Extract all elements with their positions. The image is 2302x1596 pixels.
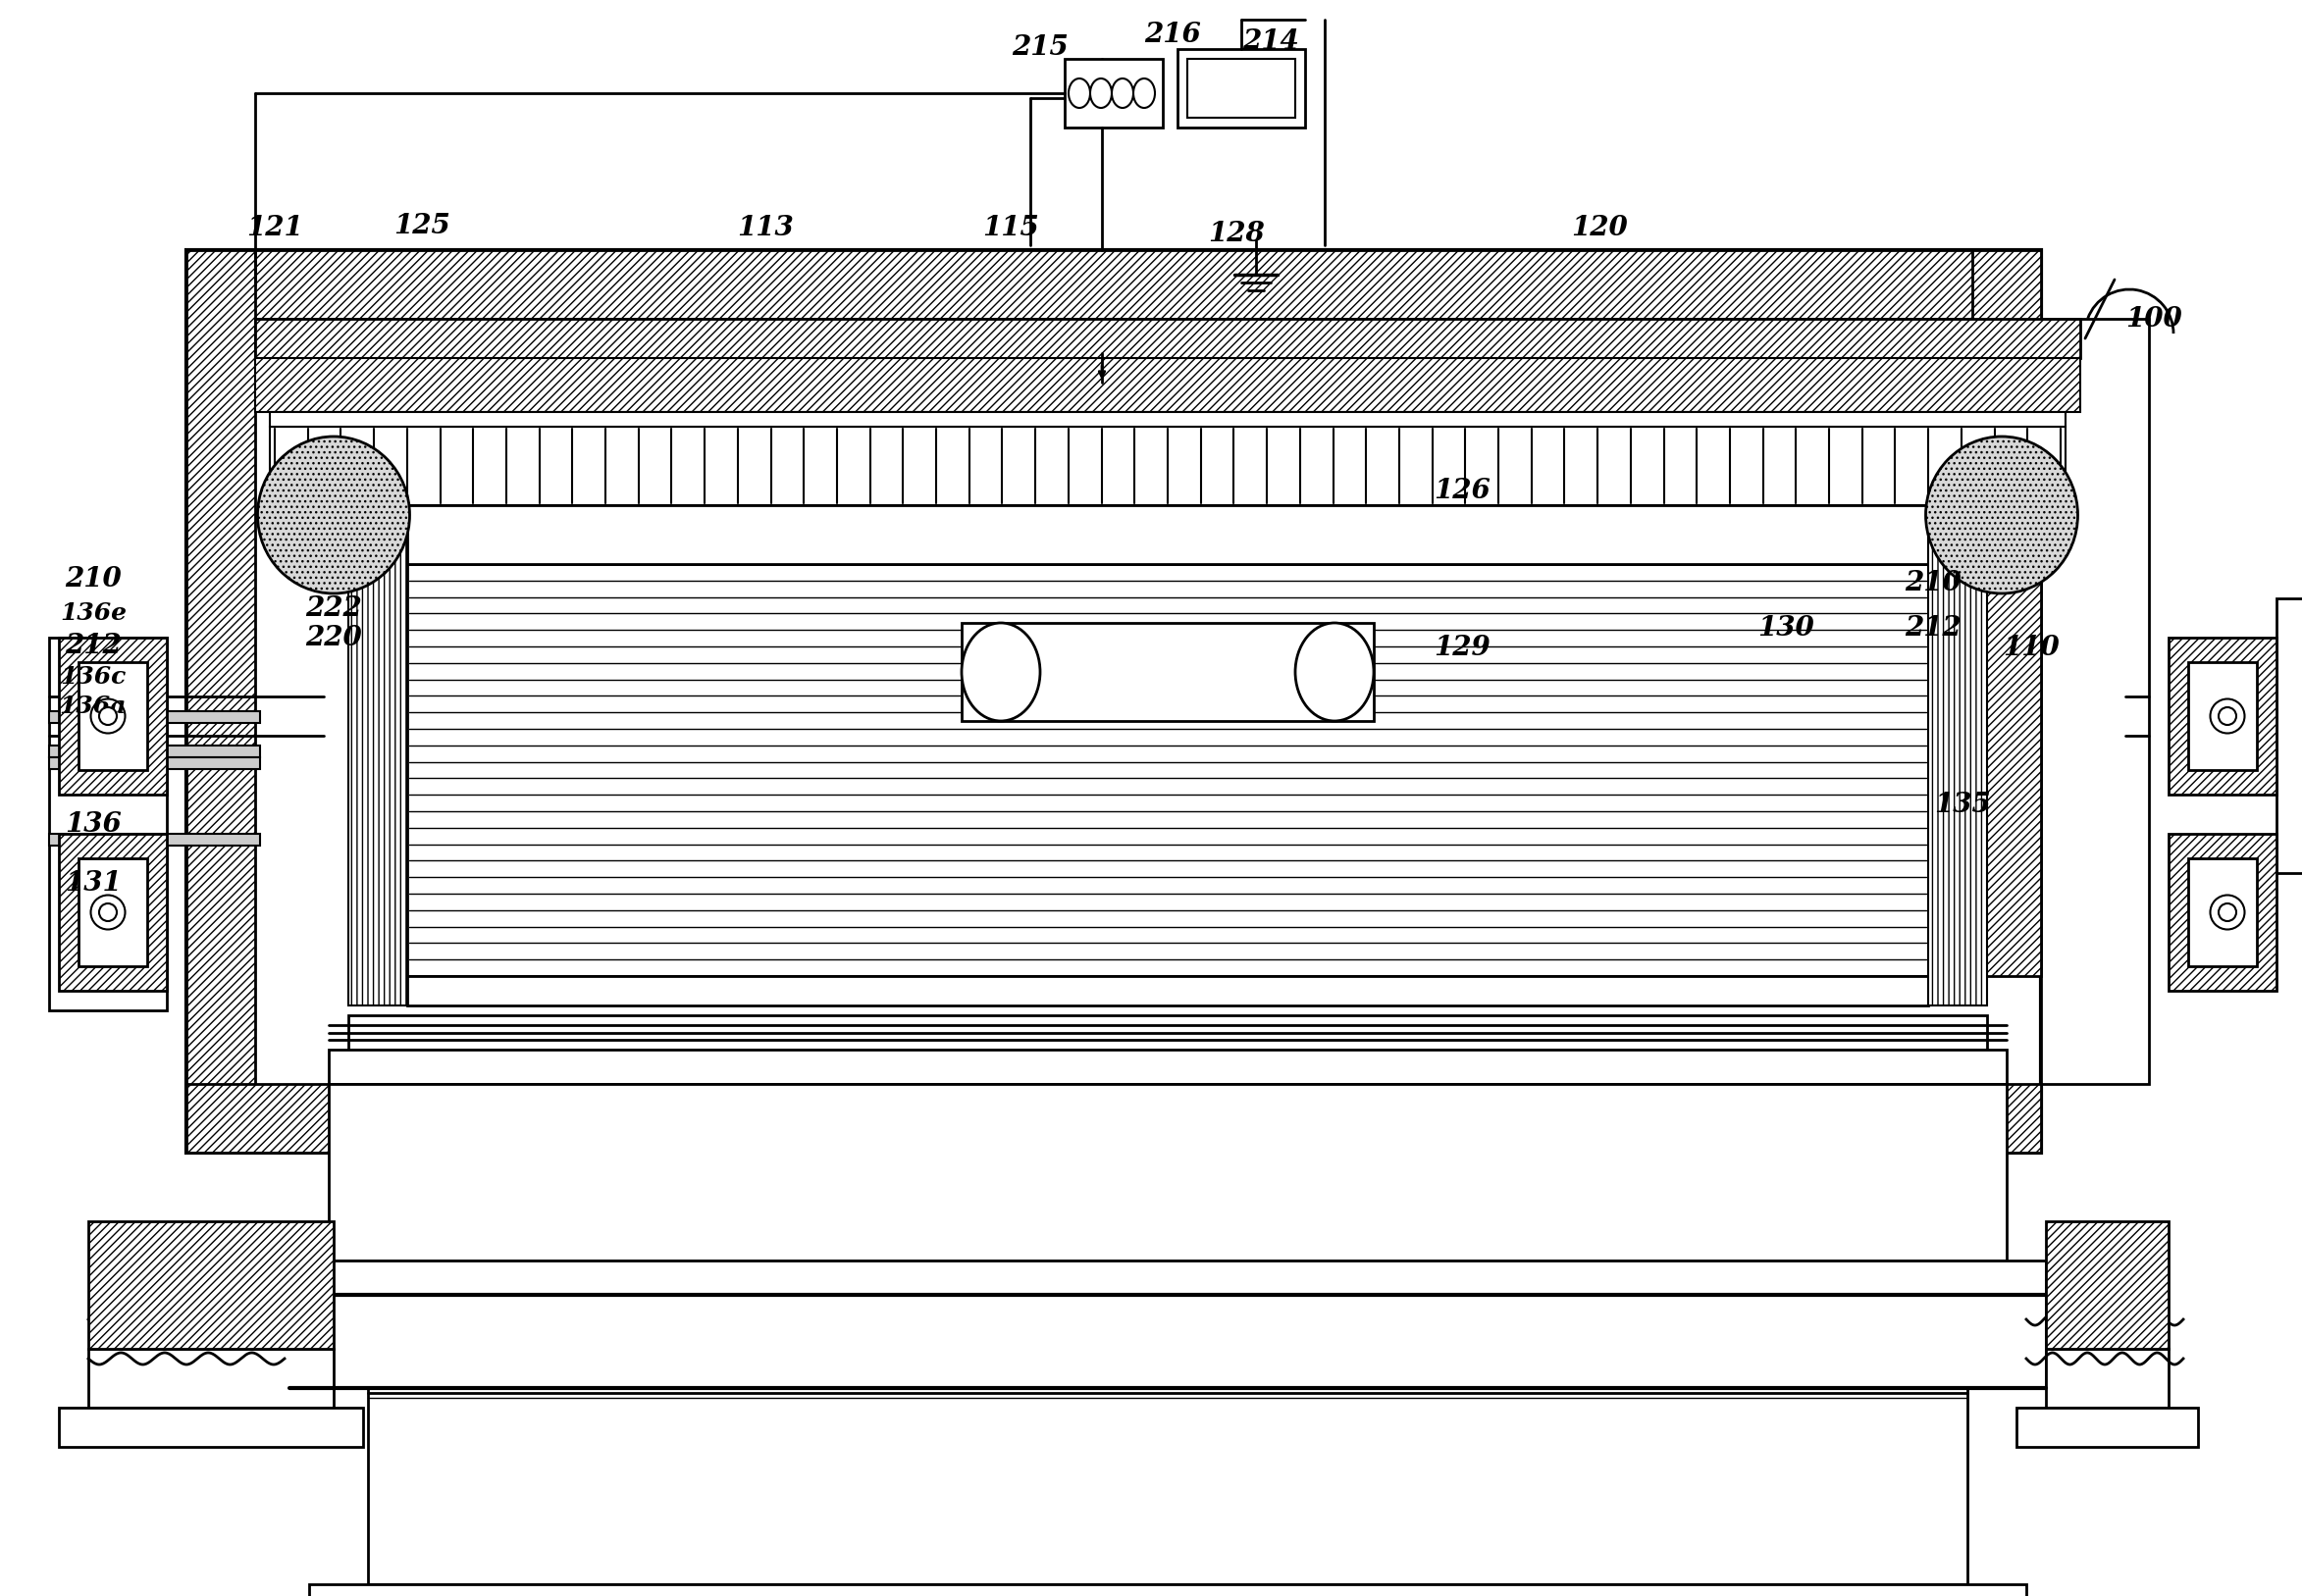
- Bar: [256, 358, 2081, 412]
- Text: 120: 120: [1570, 214, 1628, 241]
- Bar: [87, 1221, 334, 1349]
- Text: 214: 214: [1243, 29, 1298, 54]
- Ellipse shape: [258, 437, 410, 594]
- Bar: [1179, 49, 1305, 128]
- Bar: [2046, 1349, 2168, 1408]
- Text: 136: 136: [64, 811, 122, 838]
- Ellipse shape: [1112, 78, 1133, 109]
- Ellipse shape: [99, 903, 117, 921]
- Text: 212: 212: [64, 632, 122, 659]
- Ellipse shape: [1091, 78, 1112, 109]
- Ellipse shape: [2219, 903, 2235, 921]
- Ellipse shape: [2210, 699, 2244, 733]
- Bar: [407, 506, 1929, 563]
- Bar: [329, 1084, 2007, 1261]
- Bar: [348, 1015, 1987, 1050]
- Ellipse shape: [2210, 895, 2244, 929]
- Bar: [60, 638, 166, 795]
- Bar: [1929, 506, 1987, 1005]
- Text: 220: 220: [306, 624, 361, 651]
- Bar: [186, 1084, 2042, 1152]
- Bar: [186, 251, 2042, 1152]
- Text: 121: 121: [246, 214, 304, 241]
- Bar: [2168, 638, 2277, 795]
- Ellipse shape: [90, 895, 124, 929]
- Bar: [2189, 662, 2256, 769]
- Bar: [329, 1050, 2007, 1084]
- Text: 136e: 136e: [60, 602, 127, 626]
- Ellipse shape: [90, 699, 124, 733]
- Text: 210: 210: [64, 565, 122, 592]
- Bar: [1973, 251, 2042, 977]
- Text: 110: 110: [2003, 634, 2060, 661]
- Text: 215: 215: [1013, 34, 1068, 61]
- Bar: [60, 833, 166, 991]
- Text: 136a: 136a: [60, 694, 127, 718]
- Text: 126: 126: [1434, 477, 1489, 504]
- Text: 130: 130: [1756, 614, 1814, 642]
- Bar: [256, 319, 2081, 358]
- Bar: [87, 1349, 334, 1408]
- Bar: [78, 662, 147, 769]
- Bar: [407, 977, 1929, 1005]
- Ellipse shape: [1296, 622, 1374, 721]
- Bar: [1064, 59, 1163, 128]
- Bar: [78, 859, 147, 966]
- Bar: [2277, 598, 2302, 873]
- Bar: [269, 412, 2065, 426]
- Text: 216: 216: [1144, 21, 1202, 48]
- Text: 131: 131: [64, 870, 122, 895]
- Bar: [2189, 859, 2256, 966]
- Text: 128: 128: [1209, 220, 1264, 247]
- Text: 125: 125: [394, 212, 451, 239]
- Bar: [186, 251, 2042, 319]
- Text: 100: 100: [2125, 305, 2182, 332]
- Ellipse shape: [1133, 78, 1156, 109]
- Bar: [269, 426, 2065, 506]
- Bar: [48, 712, 260, 723]
- Bar: [48, 833, 260, 846]
- Bar: [2042, 319, 2150, 1084]
- Ellipse shape: [2219, 707, 2235, 725]
- Bar: [186, 251, 256, 1152]
- Bar: [962, 622, 1374, 721]
- Bar: [290, 1294, 2046, 1389]
- Bar: [48, 638, 166, 1010]
- Bar: [348, 506, 407, 1005]
- Bar: [2017, 1408, 2198, 1448]
- Text: 129: 129: [1434, 634, 1489, 661]
- Text: 212: 212: [1904, 614, 1961, 642]
- Text: 222: 222: [306, 595, 361, 621]
- Ellipse shape: [1927, 437, 2079, 594]
- Text: 135: 135: [1934, 792, 1991, 817]
- Bar: [290, 1261, 2046, 1294]
- Bar: [308, 1585, 2026, 1596]
- Bar: [407, 563, 1929, 977]
- Text: 210: 210: [1904, 570, 1961, 597]
- Ellipse shape: [962, 622, 1041, 721]
- Text: 115: 115: [983, 214, 1038, 241]
- Bar: [1188, 59, 1296, 118]
- Bar: [60, 1408, 364, 1448]
- Bar: [2168, 833, 2277, 991]
- Bar: [368, 1389, 1968, 1585]
- Bar: [48, 757, 260, 769]
- Ellipse shape: [1068, 78, 1091, 109]
- Bar: [48, 745, 260, 757]
- Text: 113: 113: [737, 214, 794, 241]
- Text: 136c: 136c: [60, 666, 127, 688]
- Ellipse shape: [99, 707, 117, 725]
- Bar: [2046, 1221, 2168, 1349]
